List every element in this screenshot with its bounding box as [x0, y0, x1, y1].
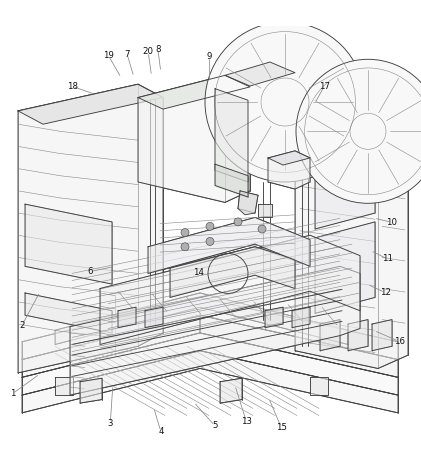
Text: 14: 14	[193, 268, 204, 277]
Polygon shape	[55, 293, 348, 345]
Polygon shape	[295, 78, 408, 108]
Text: 2: 2	[19, 321, 25, 330]
Polygon shape	[225, 62, 295, 86]
Polygon shape	[118, 307, 136, 328]
Text: 7: 7	[124, 50, 130, 59]
Text: 8: 8	[155, 45, 161, 54]
Text: 13: 13	[241, 417, 252, 426]
Text: 20: 20	[143, 47, 154, 56]
Text: 16: 16	[394, 337, 405, 346]
Text: 17: 17	[319, 82, 330, 91]
Polygon shape	[225, 62, 295, 142]
Circle shape	[234, 218, 242, 226]
Polygon shape	[148, 218, 310, 273]
Polygon shape	[22, 297, 398, 360]
Circle shape	[296, 59, 421, 203]
Text: 3: 3	[107, 419, 113, 428]
Polygon shape	[22, 333, 398, 395]
Polygon shape	[22, 351, 398, 413]
Polygon shape	[295, 78, 408, 368]
Text: 5: 5	[212, 421, 218, 430]
Text: 10: 10	[386, 218, 397, 227]
Circle shape	[206, 237, 214, 246]
Polygon shape	[215, 89, 248, 182]
Polygon shape	[320, 319, 340, 351]
Polygon shape	[80, 378, 102, 403]
Polygon shape	[145, 307, 163, 328]
Polygon shape	[310, 377, 328, 395]
Text: 15: 15	[276, 423, 287, 432]
Polygon shape	[265, 307, 283, 328]
Polygon shape	[18, 84, 163, 124]
Text: 9: 9	[207, 52, 212, 61]
Polygon shape	[268, 151, 310, 165]
Polygon shape	[70, 266, 360, 395]
Polygon shape	[100, 235, 360, 345]
Polygon shape	[215, 164, 248, 197]
Circle shape	[205, 22, 365, 182]
Polygon shape	[315, 98, 375, 229]
Polygon shape	[170, 247, 295, 297]
Polygon shape	[292, 307, 310, 328]
Polygon shape	[22, 315, 200, 377]
Polygon shape	[348, 319, 368, 351]
Text: 18: 18	[67, 82, 78, 91]
Polygon shape	[220, 378, 242, 403]
Polygon shape	[55, 377, 73, 395]
Polygon shape	[315, 222, 375, 313]
Polygon shape	[372, 319, 392, 351]
Text: 4: 4	[158, 427, 164, 436]
Polygon shape	[138, 75, 250, 109]
Text: 1: 1	[10, 389, 16, 398]
Polygon shape	[200, 315, 398, 377]
Circle shape	[258, 225, 266, 233]
Polygon shape	[25, 204, 112, 284]
Text: 19: 19	[103, 52, 114, 61]
Circle shape	[206, 222, 214, 230]
Polygon shape	[268, 151, 310, 189]
Polygon shape	[18, 84, 163, 373]
Text: 11: 11	[382, 255, 393, 264]
Polygon shape	[138, 75, 250, 202]
Polygon shape	[258, 204, 272, 218]
Polygon shape	[25, 293, 112, 333]
Circle shape	[181, 228, 189, 237]
Circle shape	[181, 243, 189, 251]
Text: 6: 6	[88, 267, 93, 276]
Polygon shape	[238, 191, 258, 215]
Text: 12: 12	[380, 288, 391, 297]
